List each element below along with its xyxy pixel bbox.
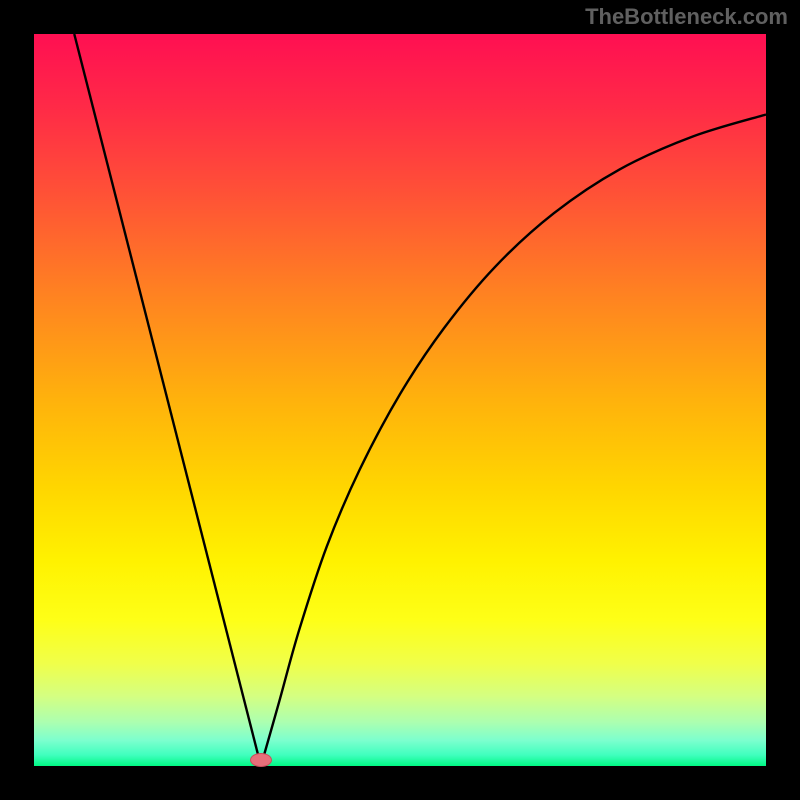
watermark-text: TheBottleneck.com [585, 4, 788, 30]
curve-layer [34, 34, 766, 766]
plot-area [34, 34, 766, 766]
chart-container: TheBottleneck.com [0, 0, 800, 800]
minimum-marker [250, 753, 272, 767]
curve-left-branch [74, 34, 261, 766]
curve-right-branch [261, 115, 766, 766]
